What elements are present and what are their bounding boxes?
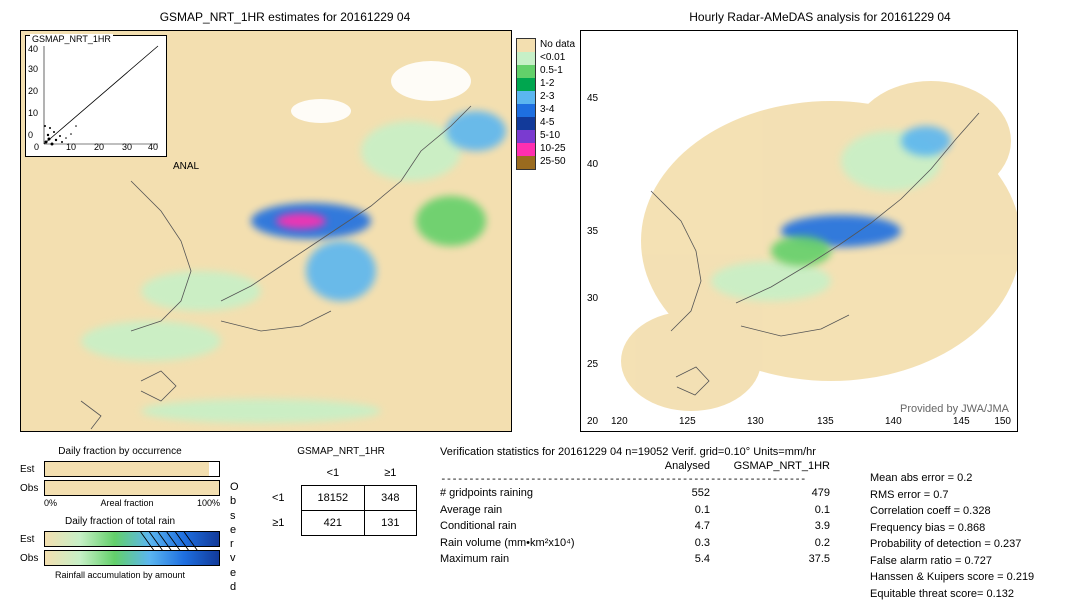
totalrain-obs-bar	[44, 550, 220, 566]
r-ytick-4: 25	[587, 359, 598, 370]
cont-cell-10: 421	[301, 511, 365, 536]
metric-line: Equitable threat score= 0.132	[870, 586, 1034, 603]
contingency-side-label: Observed	[230, 480, 240, 594]
stats-row: Rain volume (mm•km²x10⁴)0.30.2	[440, 535, 860, 552]
inset-xtick-3: 30	[122, 142, 132, 152]
occurrence-est-bar	[44, 461, 220, 477]
areal-mid: Areal fraction	[100, 498, 153, 508]
inset-xtick-2: 20	[94, 142, 104, 152]
r-ytick-0: 45	[587, 93, 598, 104]
inset-ytick-1: 10	[28, 108, 38, 118]
inset-ytick-3: 30	[28, 64, 38, 74]
occurrence-title: Daily fraction by occurrence	[20, 446, 220, 457]
inset-scatter: GSMAP_NRT_1HR 0 10 20 30 40 0 10	[25, 35, 167, 157]
totalrain-title: Daily fraction of total rain	[20, 516, 220, 527]
stats-header: Verification statistics for 20161229 04 …	[440, 446, 860, 458]
stats-block: Verification statistics for 20161229 04 …	[440, 446, 860, 568]
legend-item: 3-4	[540, 103, 575, 116]
metric-line: Frequency bias = 0.868	[870, 520, 1034, 537]
metric-line: Mean abs error = 0.2	[870, 470, 1034, 487]
r-xtick-0: 120	[611, 416, 628, 427]
metric-line: False alarm ratio = 0.727	[870, 553, 1034, 570]
stats-col-2: GSMAP_NRT_1HR	[710, 460, 830, 472]
legend-item: 2-3	[540, 90, 575, 103]
inset-xtick-1: 10	[66, 142, 76, 152]
provided-by-label: Provided by JWA/JMA	[900, 403, 1009, 415]
r-ytick-2: 35	[587, 226, 598, 237]
inset-ytick-4: 40	[28, 44, 38, 54]
cont-row-0: <1	[256, 486, 301, 511]
est-label: Est	[20, 464, 40, 475]
stats-row: Average rain0.10.1	[440, 502, 860, 519]
cont-cell-00: 18152	[301, 486, 365, 511]
areal-100: 100%	[197, 498, 220, 508]
r-xtick-5: 145	[953, 416, 970, 427]
legend-item: 1-2	[540, 77, 575, 90]
legend-item: 10-25	[540, 142, 575, 155]
fraction-panel: Daily fraction by occurrence Est Obs 0% …	[20, 446, 220, 580]
inset-xtick-4: 40	[148, 142, 158, 152]
legend-item: 0.5-1	[540, 64, 575, 77]
r-ytick-3: 30	[587, 293, 598, 304]
metric-line: Correlation coeff = 0.328	[870, 503, 1034, 520]
right-map-frame: 120 125 130 135 140 145 150 45 40 35 30 …	[580, 30, 1018, 432]
legend-item: 25-50	[540, 155, 575, 168]
legend-item: 4-5	[540, 116, 575, 129]
left-map-legend: No data<0.010.5-11-22-33-44-55-1010-2525…	[516, 38, 575, 170]
left-map-title: GSMAP_NRT_1HR estimates for 20161229 04	[110, 10, 460, 24]
obs-label-2: Obs	[20, 553, 40, 564]
inset-anal-label: ANAL	[173, 161, 199, 172]
metric-line: Probability of detection = 0.237	[870, 536, 1034, 553]
r-xtick-4: 140	[885, 416, 902, 427]
r-ytick-1: 40	[587, 159, 598, 170]
r-xtick-6: 150	[994, 416, 1011, 427]
legend-item: 5-10	[540, 129, 575, 142]
totalrain-est-bar	[44, 531, 220, 547]
metrics-list: Mean abs error = 0.2RMS error = 0.7Corre…	[870, 470, 1034, 602]
legend-item: No data	[540, 38, 575, 51]
stats-row: Conditional rain4.73.9	[440, 518, 860, 535]
cont-row-1: ≥1	[256, 511, 301, 536]
inset-ytick-0: 0	[28, 130, 33, 140]
metric-line: RMS error = 0.7	[870, 487, 1034, 504]
stats-row: # gridpoints raining552479	[440, 485, 860, 502]
stats-row: Maximum rain5.437.5	[440, 551, 860, 568]
r-xtick-2: 130	[747, 416, 764, 427]
legend-item: <0.01	[540, 51, 575, 64]
right-map-title: Hourly Radar-AMeDAS analysis for 2016122…	[630, 10, 1010, 24]
contingency-block: GSMAP_NRT_1HR <1 ≥1 <1 18152 348 ≥1 421 …	[256, 446, 426, 536]
inset-ytick-2: 20	[28, 86, 38, 96]
r-ytick-5: 20	[587, 416, 598, 427]
cont-col-0: <1	[301, 461, 365, 486]
stats-col-1: Analysed	[630, 460, 710, 472]
est-label-2: Est	[20, 534, 40, 545]
areal-0: 0%	[44, 498, 57, 508]
inset-xtick-0: 0	[34, 142, 39, 152]
right-map-svg	[581, 31, 1017, 431]
r-xtick-1: 125	[679, 416, 696, 427]
cont-col-1: ≥1	[365, 461, 416, 486]
r-xtick-3: 135	[817, 416, 834, 427]
cont-cell-01: 348	[365, 486, 416, 511]
left-map-frame: GSMAP_NRT_1HR 0 10 20 30 40 0 10	[20, 30, 512, 432]
metric-line: Hanssen & Kuipers score = 0.219	[870, 569, 1034, 586]
occurrence-obs-bar	[44, 480, 220, 496]
obs-label: Obs	[20, 483, 40, 494]
cont-cell-11: 131	[365, 511, 416, 536]
stats-divider: ----------------------------------------…	[440, 472, 860, 485]
contingency-title: GSMAP_NRT_1HR	[256, 446, 426, 457]
accum-title: Rainfall accumulation by amount	[20, 570, 220, 580]
